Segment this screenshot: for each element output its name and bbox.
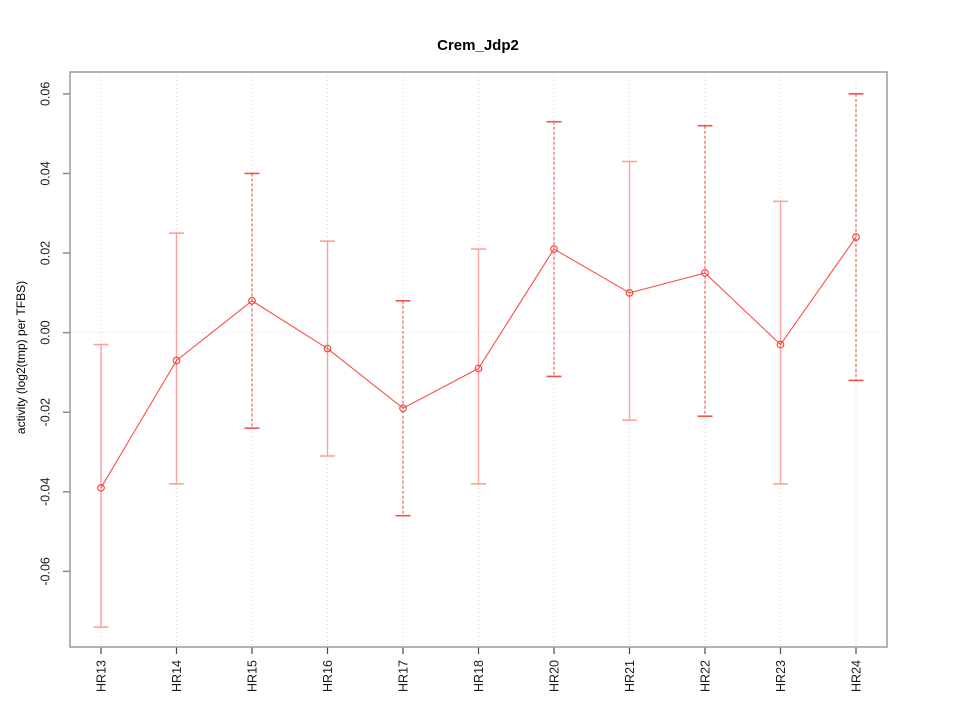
data-point xyxy=(474,364,483,373)
x-tick-label: HR21 xyxy=(623,660,637,692)
x-tick-label: HR14 xyxy=(170,660,184,692)
x-tick-label: HR17 xyxy=(396,660,410,692)
y-tick-label: -0.04 xyxy=(38,478,52,507)
data-point xyxy=(97,483,105,492)
x-tick-label: HR16 xyxy=(321,660,335,692)
x-tick-label: HR13 xyxy=(94,660,108,692)
data-point xyxy=(399,404,407,413)
y-tick-label: 0.04 xyxy=(38,161,52,185)
x-tick-label: HR23 xyxy=(774,660,788,692)
chart-title: Crem_Jdp2 xyxy=(437,37,519,54)
plot-frame xyxy=(69,71,888,648)
plot-area: 0.06 0.04 0.02 0.00 -0.02 -0.04 -0.06 HR13 HR14 H… xyxy=(38,71,888,692)
x-tick-label: HR24 xyxy=(849,660,863,692)
data-point xyxy=(323,344,332,353)
x-tick-label: HR22 xyxy=(698,660,712,692)
y-tick-label: 0.06 xyxy=(38,82,52,106)
y-tick-label: -0.06 xyxy=(38,557,52,586)
data-point xyxy=(852,233,860,241)
data-point xyxy=(248,296,256,305)
data-point xyxy=(701,269,709,277)
data-point xyxy=(776,340,785,349)
y-tick-label: 0.02 xyxy=(38,241,52,265)
series-line xyxy=(100,236,857,489)
data-point xyxy=(550,245,558,253)
y-tick-label: 0.00 xyxy=(38,320,52,344)
data-point xyxy=(625,288,634,297)
x-tick-label: HR20 xyxy=(547,660,561,692)
y-axis-label: activity (log2(tmp) per TFBS) xyxy=(14,281,28,434)
data-point xyxy=(172,356,181,365)
x-tick-label: HR18 xyxy=(472,660,486,692)
y-tick-label: -0.02 xyxy=(38,398,52,427)
x-tick-label: HR15 xyxy=(245,660,259,692)
